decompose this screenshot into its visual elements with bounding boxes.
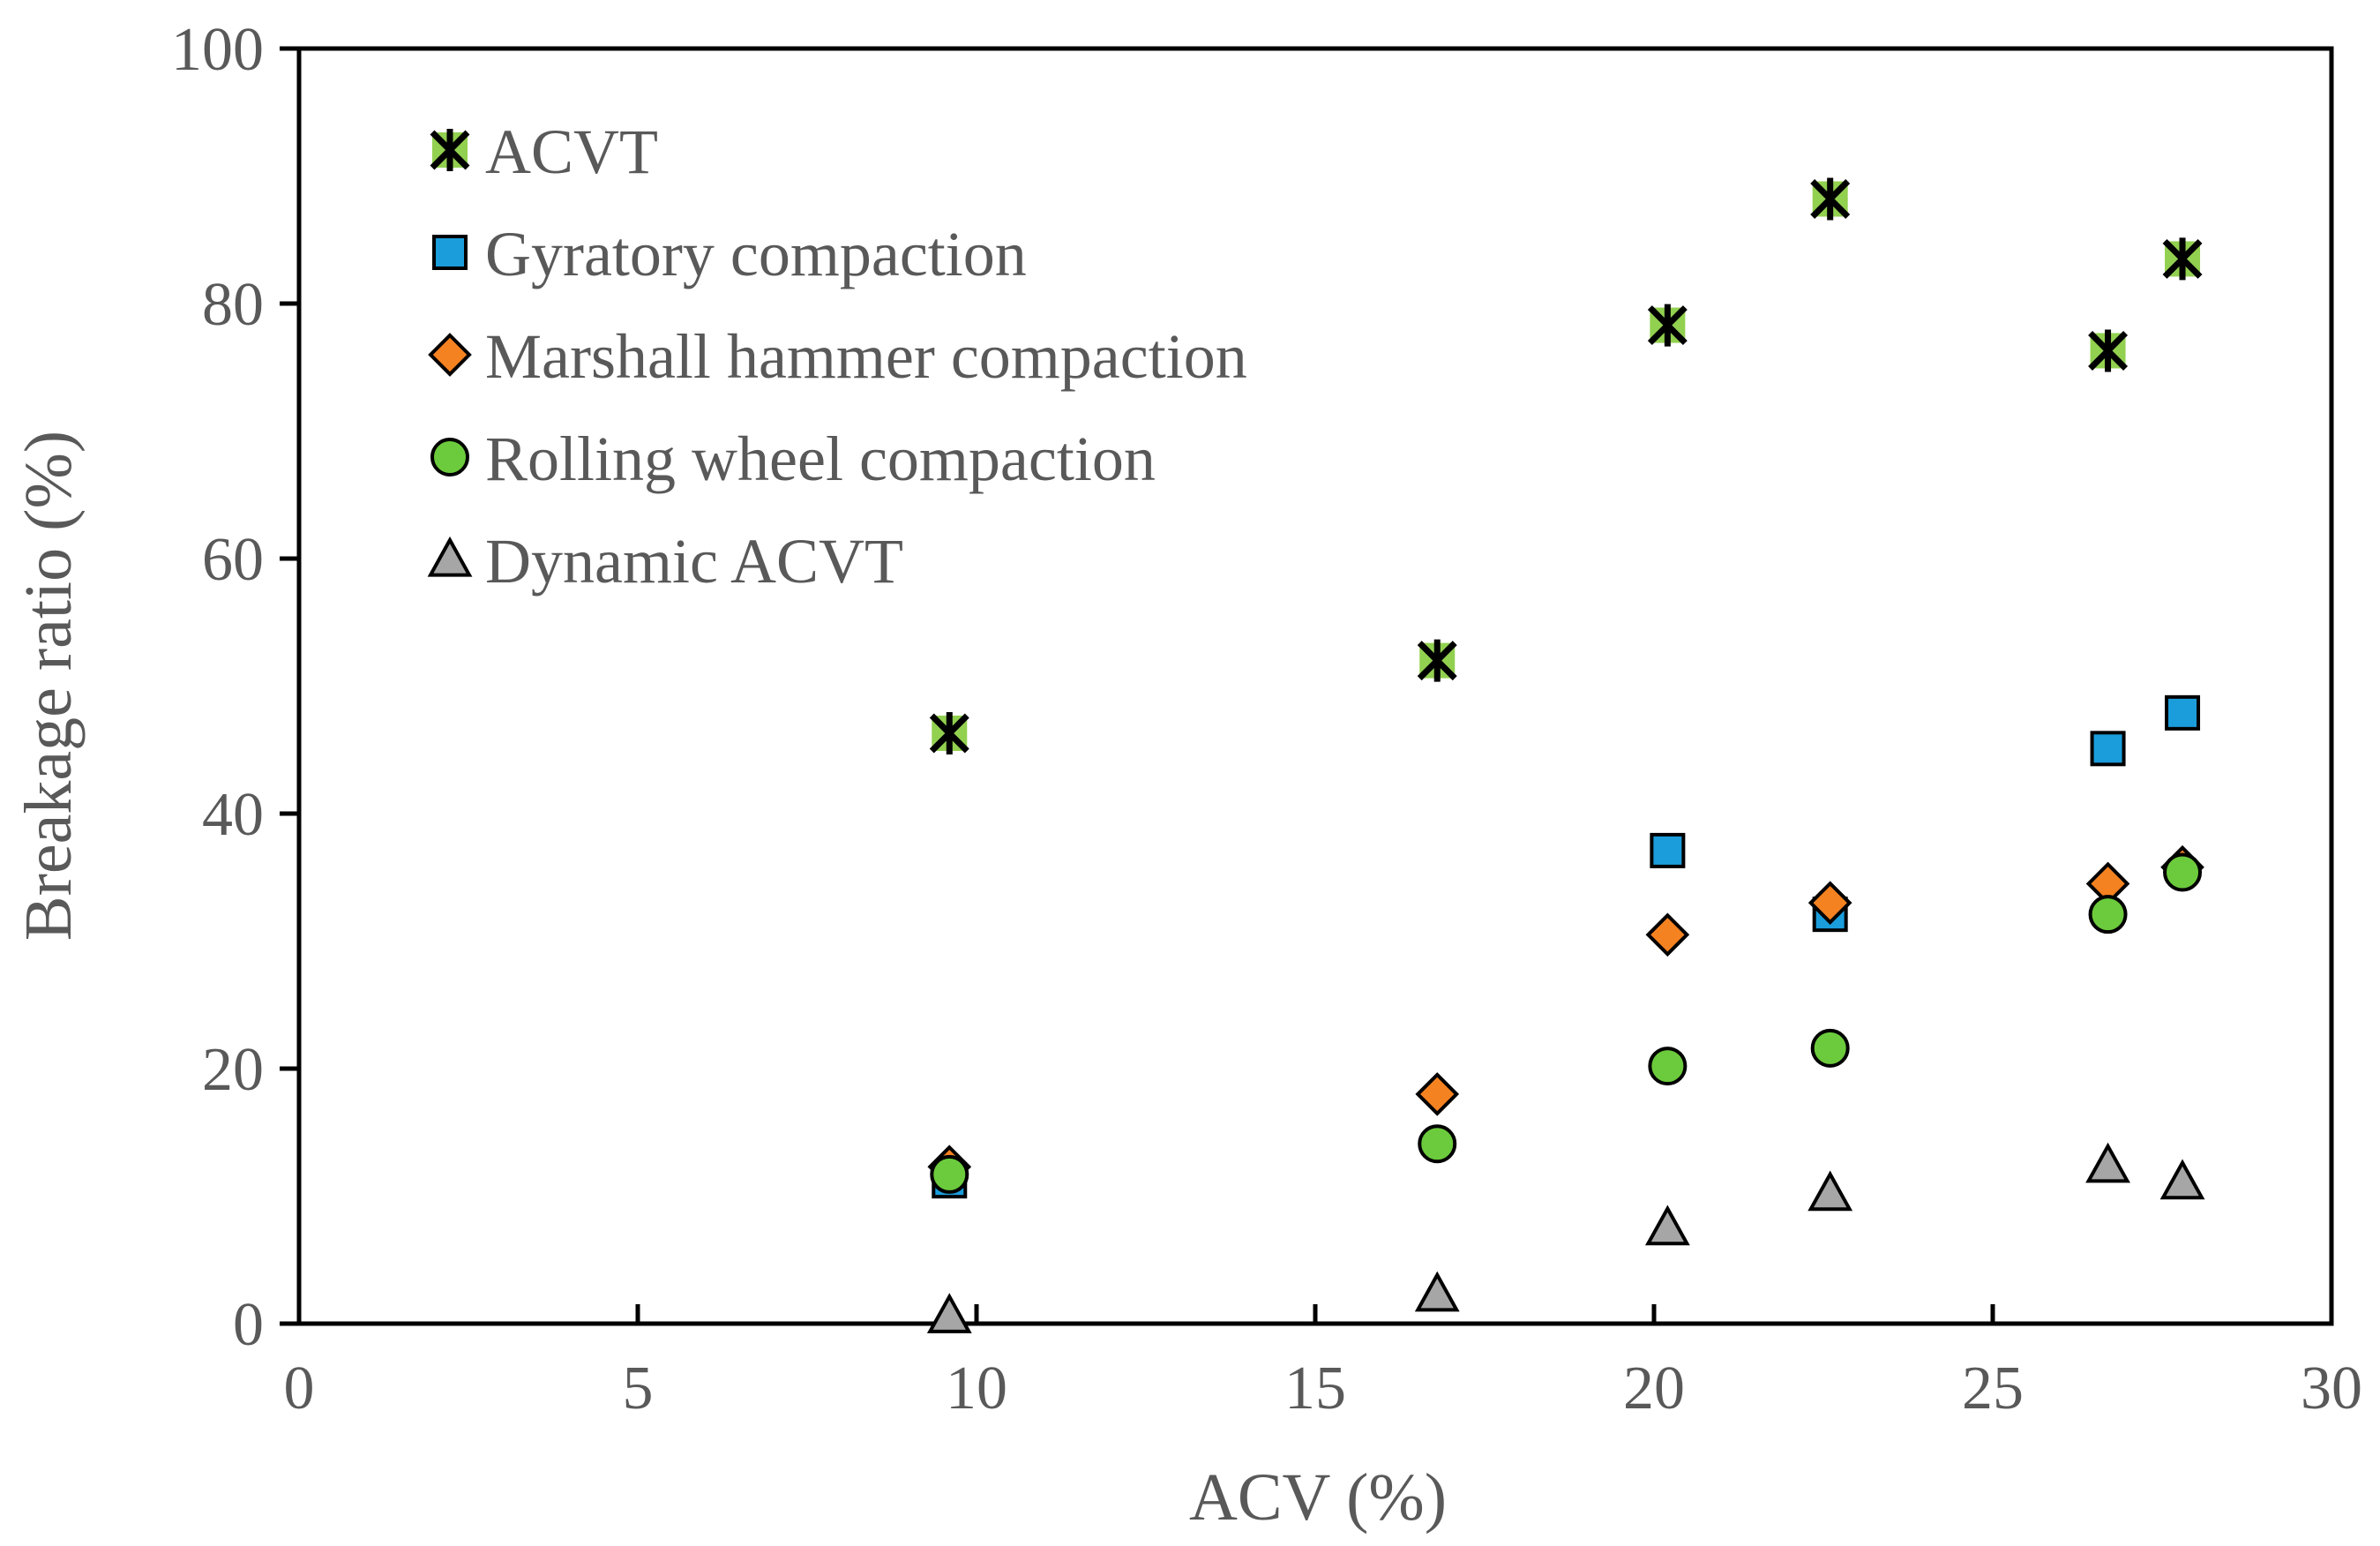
x-tick-label: 20 bbox=[1623, 1355, 1685, 1422]
x-tick-label: 30 bbox=[2301, 1355, 2362, 1422]
y-tick-label: 100 bbox=[171, 16, 264, 84]
triangle-shape bbox=[2085, 1142, 2130, 1183]
legend-label-acvt: ACVT bbox=[485, 116, 658, 187]
legend-item-dynamic-acvt: Dynamic ACVT bbox=[427, 526, 903, 597]
data-point-rolling-wheel-compaction bbox=[2088, 895, 2128, 934]
legend-marker-acvt bbox=[430, 129, 470, 171]
square-shape bbox=[432, 235, 468, 270]
ticks: 0 5 10 15 20 25 30 0 20 40 60 80 100 bbox=[171, 16, 2362, 1422]
square-shape bbox=[2165, 694, 2201, 731]
diamond-shape bbox=[1645, 912, 1690, 957]
legend-item-gyratory-compaction: Gyratory compaction bbox=[432, 219, 1027, 289]
circle-shape bbox=[1810, 1028, 1850, 1068]
legend-marker-rolling-wheel-compaction bbox=[430, 438, 469, 477]
x-tick-label: 25 bbox=[1962, 1355, 2024, 1422]
series-acvt bbox=[929, 177, 2203, 754]
data-point-gyratory-compaction bbox=[2090, 731, 2126, 767]
legend-marker-dynamic-acvt bbox=[427, 536, 473, 577]
y-axis-title: Breakage ratio (%) bbox=[11, 431, 86, 941]
data-point-acvt bbox=[1810, 177, 1851, 221]
series-dynamic-acvt bbox=[926, 1142, 2205, 1333]
asterisk-strokes bbox=[2162, 237, 2203, 281]
triangle-shape bbox=[1414, 1271, 1460, 1312]
legend-marker-marshall-hammer-compaction bbox=[428, 333, 472, 377]
legend-label-marshall-hammer-compaction: Marshall hammer compaction bbox=[485, 321, 1247, 392]
data-point-dynamic-acvt bbox=[926, 1293, 972, 1333]
x-tick-label: 0 bbox=[284, 1355, 315, 1422]
triangle-shape bbox=[427, 536, 473, 577]
data-point-marshall-hammer-compaction bbox=[1645, 912, 1690, 957]
asterisk-strokes bbox=[929, 711, 969, 754]
square-shape bbox=[1650, 832, 1686, 868]
series-rolling-wheel-compaction bbox=[930, 852, 2203, 1194]
legend-marker-gyratory-compaction bbox=[432, 235, 468, 270]
data-point-acvt bbox=[1417, 639, 1457, 682]
data-point-acvt bbox=[1647, 304, 1688, 347]
asterisk-strokes bbox=[1810, 177, 1851, 221]
data-point-rolling-wheel-compaction bbox=[1418, 1124, 1457, 1164]
data-point-gyratory-compaction bbox=[1650, 832, 1686, 868]
square-shape bbox=[2090, 731, 2126, 767]
legend-item-rolling-wheel-compaction: Rolling wheel compaction bbox=[430, 424, 1156, 494]
x-tick-label: 10 bbox=[946, 1355, 1007, 1422]
triangle-shape bbox=[1807, 1170, 1853, 1212]
data-point-gyratory-compaction bbox=[2165, 694, 2201, 731]
data-point-acvt bbox=[929, 711, 969, 754]
data-point-rolling-wheel-compaction bbox=[1810, 1028, 1850, 1068]
y-tick-label: 40 bbox=[202, 781, 264, 849]
data-point-acvt bbox=[2088, 329, 2129, 372]
data-point-dynamic-acvt bbox=[1414, 1271, 1460, 1312]
data-point-acvt bbox=[2162, 237, 2203, 281]
y-tick-label: 0 bbox=[233, 1291, 264, 1359]
circle-shape bbox=[930, 1154, 969, 1194]
data-point-dynamic-acvt bbox=[1807, 1170, 1853, 1212]
legend-item-marshall-hammer-compaction: Marshall hammer compaction bbox=[428, 321, 1247, 392]
legend: ACVT Gyratory compaction Marshall hammer c… bbox=[427, 116, 1247, 597]
data-point-marshall-hammer-compaction bbox=[1807, 881, 1852, 925]
asterisk-strokes bbox=[1647, 304, 1688, 347]
circle-shape bbox=[430, 438, 469, 477]
data-points bbox=[926, 177, 2205, 1333]
circle-shape bbox=[2163, 852, 2203, 892]
legend-label-rolling-wheel-compaction: Rolling wheel compaction bbox=[485, 424, 1156, 494]
diamond-shape bbox=[1807, 881, 1852, 925]
series-gyratory-compaction bbox=[932, 694, 2201, 1199]
x-tick-label: 5 bbox=[623, 1355, 654, 1422]
x-tick-label: 15 bbox=[1284, 1355, 1346, 1422]
circle-shape bbox=[1418, 1124, 1457, 1164]
data-point-dynamic-acvt bbox=[2159, 1159, 2205, 1200]
series-marshall-hammer-compaction bbox=[927, 844, 2204, 1190]
asterisk-strokes bbox=[430, 129, 470, 171]
triangle-shape bbox=[1644, 1205, 1690, 1246]
circle-shape bbox=[2088, 895, 2128, 934]
data-point-rolling-wheel-compaction bbox=[2163, 852, 2203, 892]
y-tick-label: 80 bbox=[202, 271, 264, 339]
triangle-shape bbox=[926, 1293, 972, 1333]
data-point-dynamic-acvt bbox=[2085, 1142, 2130, 1183]
legend-label-gyratory-compaction: Gyratory compaction bbox=[485, 219, 1027, 289]
legend-item-acvt: ACVT bbox=[430, 116, 658, 187]
circle-shape bbox=[1648, 1047, 1688, 1086]
y-tick-label: 20 bbox=[202, 1036, 264, 1104]
data-point-marshall-hammer-compaction bbox=[1415, 1072, 1460, 1116]
diamond-shape bbox=[428, 333, 472, 377]
data-point-rolling-wheel-compaction bbox=[1648, 1047, 1688, 1086]
triangle-shape bbox=[2159, 1159, 2205, 1200]
data-point-dynamic-acvt bbox=[1644, 1205, 1690, 1246]
legend-label-dynamic-acvt: Dynamic ACVT bbox=[485, 526, 903, 597]
asterisk-strokes bbox=[2088, 329, 2129, 372]
diamond-shape bbox=[1415, 1072, 1460, 1116]
y-tick-label: 60 bbox=[202, 526, 264, 594]
data-point-rolling-wheel-compaction bbox=[930, 1154, 969, 1194]
asterisk-strokes bbox=[1417, 639, 1457, 682]
x-axis-title: ACV (%) bbox=[1189, 1460, 1447, 1535]
